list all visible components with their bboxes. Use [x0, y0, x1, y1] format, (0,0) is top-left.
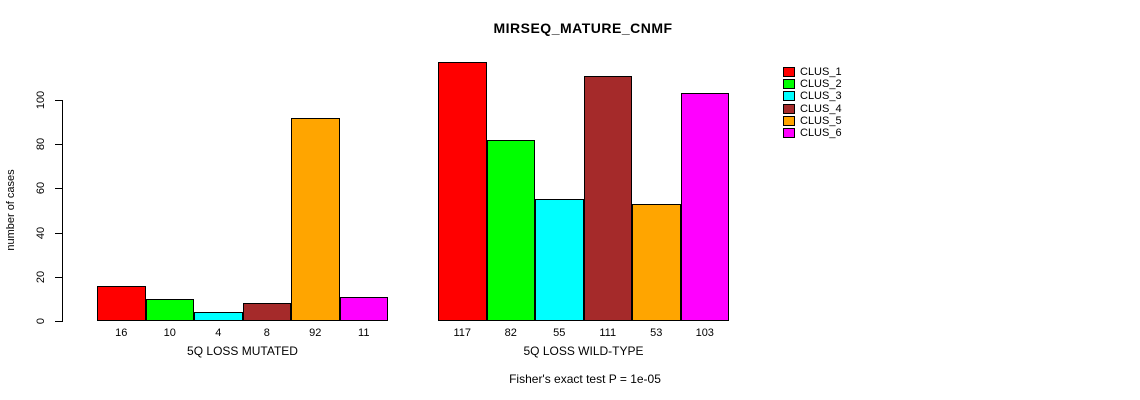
y-tick-label: 100	[35, 90, 47, 110]
legend-swatch	[783, 128, 795, 138]
bar-value-label: 8	[263, 327, 270, 339]
y-tick-label: 0	[35, 317, 47, 325]
bar-value-label: 55	[553, 327, 566, 339]
legend-label: CLUS_1	[800, 66, 842, 78]
bar-clus_6-group1	[339, 296, 388, 321]
legend-label: CLUS_3	[800, 90, 842, 103]
y-tick-label: 80	[35, 138, 47, 151]
bar-value-label: 4	[215, 327, 222, 339]
chart-title: MIRSEQ_MATURE_CNMF	[493, 20, 673, 36]
bar-value-label: 111	[599, 327, 617, 339]
bar-clus_1-group2	[438, 62, 487, 321]
bar-clus_2-group1	[145, 298, 194, 321]
bar-clus_1-group1	[97, 285, 146, 321]
legend-label: CLUS_5	[800, 114, 842, 127]
legend-label: CLUS_6	[800, 127, 842, 139]
y-tick-label: 20	[35, 270, 47, 283]
bar-clus_4-group2	[583, 75, 632, 321]
legend-label: CLUS_4	[800, 102, 842, 115]
legend-swatch	[783, 79, 795, 90]
bar-value-label: 16	[115, 327, 128, 339]
y-tick-label: 40	[35, 226, 47, 239]
bar-clus_5-group1	[291, 117, 340, 321]
legend-swatch	[783, 67, 795, 77]
y-tick-mark	[55, 321, 62, 322]
bar-value-label: 53	[650, 327, 663, 339]
y-tick-mark	[55, 232, 62, 234]
y-tick-mark	[55, 276, 62, 278]
y-tick-mark	[55, 188, 62, 190]
bar-value-label: 117	[453, 327, 472, 339]
y-axis-line	[62, 100, 63, 322]
y-tick-mark	[55, 144, 62, 146]
bar-value-label: 11	[358, 327, 370, 339]
bar-clus_6-group2	[680, 93, 729, 321]
y-axis-label: number of cases	[5, 169, 17, 251]
bar-value-label: 10	[163, 327, 176, 339]
bar-clus_5-group2	[632, 203, 681, 321]
legend-swatch	[783, 91, 795, 102]
y-tick-label: 60	[35, 182, 47, 195]
bar-value-label: 103	[695, 327, 714, 339]
bar-value-label: 82	[504, 327, 517, 339]
legend-swatch	[783, 103, 795, 114]
group-label: 5Q LOSS MUTATED	[187, 344, 298, 358]
bar-clus_3-group2	[535, 199, 584, 321]
group-label: 5Q LOSS WILD-TYPE	[523, 344, 644, 358]
footer-annotation: Fisher's exact test P = 1e-05	[509, 372, 661, 386]
y-tick-mark	[55, 100, 62, 101]
bar-clus_4-group1	[242, 303, 291, 321]
legend-label: CLUS_2	[800, 78, 842, 91]
bar-clus_2-group2	[486, 139, 535, 321]
bar-clus_3-group1	[194, 312, 243, 321]
legend-swatch	[783, 115, 795, 126]
bar-value-label: 92	[309, 327, 322, 339]
